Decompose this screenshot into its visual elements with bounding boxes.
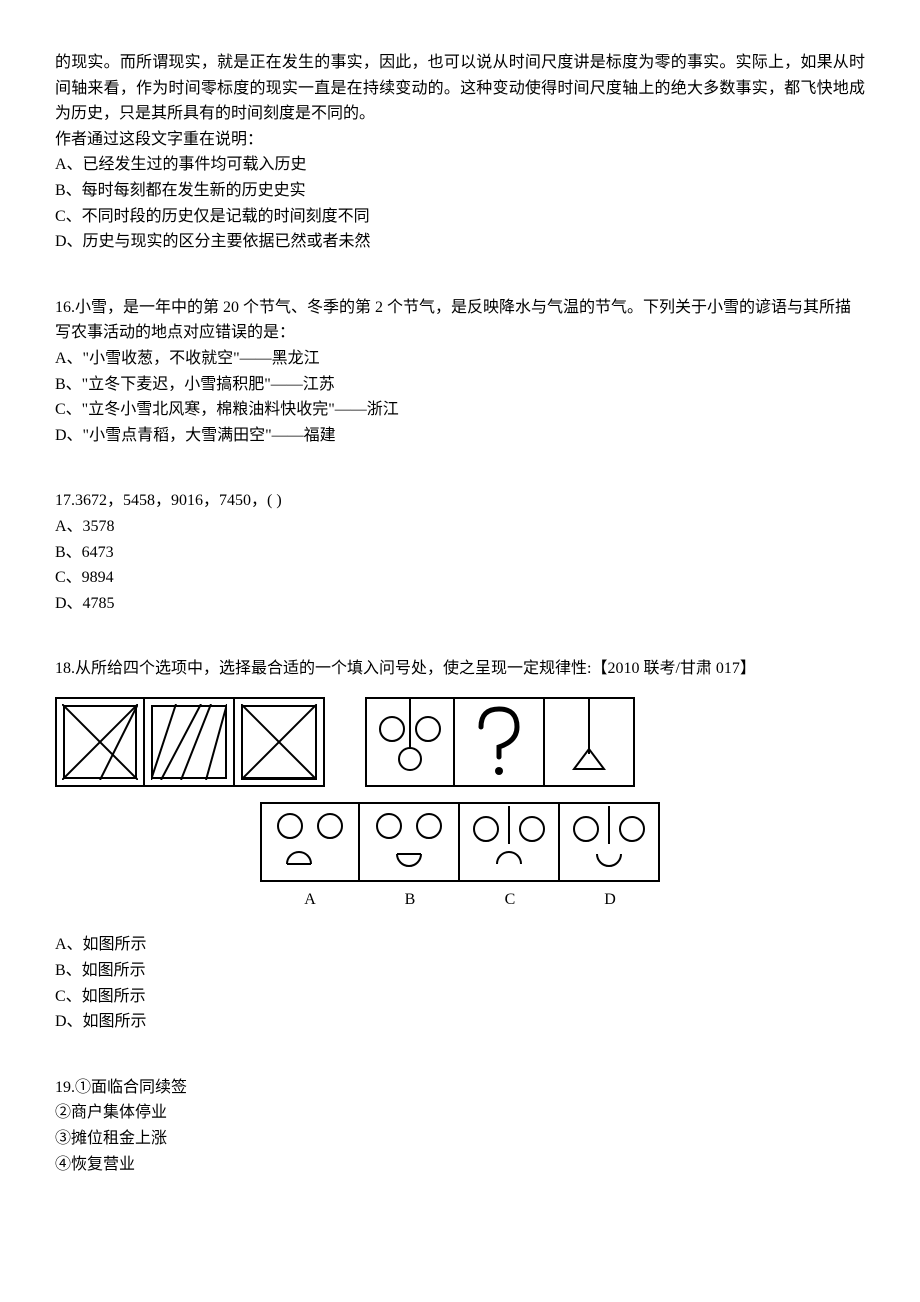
option-c: C、"立冬小雪北风寒，棉粮油料快收完"——浙江 xyxy=(55,397,865,423)
diagram-icon xyxy=(361,804,457,880)
answer-figure-row xyxy=(55,802,865,882)
figure-cell-1 xyxy=(55,697,145,787)
question-stem: 17.3672，5458，9016，7450，( ) xyxy=(55,488,865,514)
question-18: 18.从所给四个选项中，选择最合适的一个填入问号处，使之呈现一定规律性:【201… xyxy=(55,656,865,1035)
option-d: D、4785 xyxy=(55,591,865,617)
passage-text: 的现实。而所谓现实，就是正在发生的事实，因此，也可以说从时间尺度讲是标度为零的事… xyxy=(55,50,865,127)
diagram-icon xyxy=(367,699,453,785)
line-2: ②商户集体停业 xyxy=(55,1100,865,1126)
option-c: C、9894 xyxy=(55,565,865,591)
figure-sequence-row xyxy=(55,697,865,787)
diagram-icon xyxy=(461,804,557,880)
option-b: B、6473 xyxy=(55,540,865,566)
diagram-icon xyxy=(546,699,632,785)
option-c: C、如图所示 xyxy=(55,984,865,1010)
line-4: ④恢复营业 xyxy=(55,1152,865,1178)
option-b: B、每时每刻都在发生新的历史史实 xyxy=(55,178,865,204)
label-d: D xyxy=(560,887,660,913)
answer-labels: A B C D xyxy=(55,887,865,913)
option-b: B、"立冬下麦迟，小雪搞积肥"——江苏 xyxy=(55,372,865,398)
figure-group-2 xyxy=(365,697,635,787)
figure-cell-question xyxy=(455,697,545,787)
answer-cell-d xyxy=(560,802,660,882)
option-d: D、历史与现实的区分主要依据已然或者未然 xyxy=(55,229,865,255)
diagram-icon xyxy=(561,804,657,880)
figure-cell-3 xyxy=(235,697,325,787)
question-stem: 19.①面临合同续签 xyxy=(55,1075,865,1101)
option-d: D、"小雪点青稻，大雪满田空"——福建 xyxy=(55,423,865,449)
figure-cell-2 xyxy=(145,697,235,787)
question-stem: 18.从所给四个选项中，选择最合适的一个填入问号处，使之呈现一定规律性:【201… xyxy=(55,656,865,682)
question-17: 17.3672，5458，9016，7450，( ) A、3578 B、6473… xyxy=(55,488,865,616)
label-b: B xyxy=(360,887,460,913)
option-d: D、如图所示 xyxy=(55,1009,865,1035)
question-mark-icon xyxy=(456,699,542,785)
option-a: A、"小雪收葱，不收就空"——黑龙江 xyxy=(55,346,865,372)
option-b: B、如图所示 xyxy=(55,958,865,984)
question-stem: 16.小雪，是一年中的第 20 个节气、冬季的第 2 个节气，是反映降水与气温的… xyxy=(55,295,865,346)
label-a: A xyxy=(260,887,360,913)
figure-cell-6 xyxy=(545,697,635,787)
option-a: A、如图所示 xyxy=(55,932,865,958)
diagram-icon xyxy=(262,804,358,880)
figure-cell-4 xyxy=(365,697,455,787)
line-3: ③摊位租金上涨 xyxy=(55,1126,865,1152)
question-19: 19.①面临合同续签 ②商户集体停业 ③摊位租金上涨 ④恢复营业 xyxy=(55,1075,865,1177)
question-16: 16.小雪，是一年中的第 20 个节气、冬季的第 2 个节气，是反映降水与气温的… xyxy=(55,295,865,449)
answer-cell-b xyxy=(360,802,460,882)
answer-cell-a xyxy=(260,802,360,882)
answer-group xyxy=(260,802,660,882)
question-15: 的现实。而所谓现实，就是正在发生的事实，因此，也可以说从时间尺度讲是标度为零的事… xyxy=(55,50,865,255)
question-stem: 作者通过这段文字重在说明： xyxy=(55,127,865,153)
figure-group-1 xyxy=(55,697,325,787)
answer-cell-c xyxy=(460,802,560,882)
option-c: C、不同时段的历史仅是记载的时间刻度不同 xyxy=(55,204,865,230)
option-a: A、3578 xyxy=(55,514,865,540)
label-c: C xyxy=(460,887,560,913)
option-a: A、已经发生过的事件均可载入历史 xyxy=(55,152,865,178)
